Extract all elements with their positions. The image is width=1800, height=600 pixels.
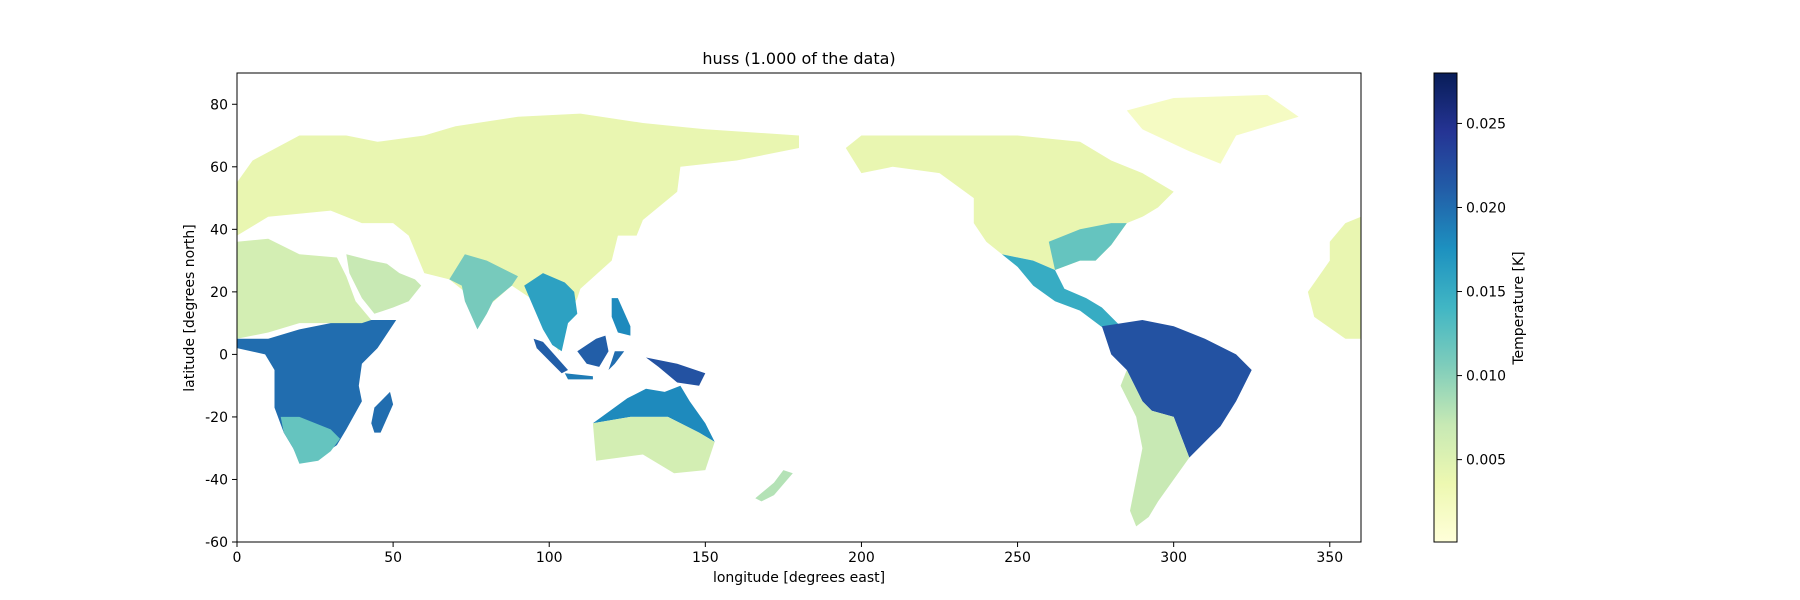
heatmap-region-3 bbox=[237, 320, 397, 461]
plot-frame bbox=[236, 72, 1362, 543]
heatmap-region-15 bbox=[592, 416, 715, 474]
heatmap-region-9 bbox=[577, 335, 609, 367]
colorbar-ticks: 0.005 0.010 0.015 0.020 0.025 bbox=[1457, 116, 1506, 469]
x-tick-label: 150 bbox=[692, 550, 719, 566]
heatmap-region-12 bbox=[611, 298, 631, 336]
heatmap-region-10 bbox=[564, 373, 593, 380]
heatmap-region-11 bbox=[608, 351, 625, 370]
x-tick-label: 200 bbox=[848, 550, 875, 566]
heatmap-region-16 bbox=[755, 470, 793, 502]
x-tick-label: 0 bbox=[233, 550, 242, 566]
colorbar-label: Temperature [K] bbox=[1511, 251, 1527, 365]
y-tick-label: 40 bbox=[210, 222, 228, 238]
heatmap-region-2 bbox=[237, 238, 397, 339]
heatmap-region-22 bbox=[1120, 370, 1190, 527]
heatmap-region-14 bbox=[592, 385, 715, 442]
colorbar-tick-label: 0.010 bbox=[1466, 369, 1506, 385]
heatmap-region-13 bbox=[646, 357, 706, 386]
y-tick-label: -40 bbox=[205, 472, 228, 488]
x-tick-label: 300 bbox=[1160, 550, 1187, 566]
colorbar-tick-label: 0.005 bbox=[1466, 453, 1506, 469]
y-tick-label: -60 bbox=[205, 535, 228, 551]
x-tick-label: 250 bbox=[1004, 550, 1031, 566]
y-axis-ticks: 80 60 40 20 0 -20 -40 -60 bbox=[205, 97, 237, 551]
y-tick-label: 60 bbox=[210, 160, 228, 176]
heatmap-region-8 bbox=[533, 338, 568, 374]
y-tick-label: 20 bbox=[210, 285, 228, 301]
x-axis-label: longitude [degrees east] bbox=[713, 570, 885, 586]
colorbar bbox=[1433, 72, 1458, 543]
colorbar-tick-label: 0.025 bbox=[1466, 116, 1506, 132]
y-tick-label: 0 bbox=[219, 347, 228, 363]
y-tick-label: -20 bbox=[205, 410, 228, 426]
heatmap-region-20 bbox=[1126, 94, 1299, 164]
heatmap-region-0 bbox=[237, 113, 799, 352]
heatmap-region-7 bbox=[524, 273, 578, 352]
x-tick-label: 100 bbox=[536, 550, 563, 566]
colorbar-tick-label: 0.015 bbox=[1466, 285, 1506, 301]
x-tick-label: 50 bbox=[384, 550, 402, 566]
heatmap-region-4 bbox=[280, 416, 340, 464]
heatmap-region-6 bbox=[449, 254, 518, 330]
y-axis-label: latitude [degrees north] bbox=[182, 224, 198, 391]
chart-title: huss (1.000 of the data) bbox=[702, 49, 895, 68]
heatmap-region-18 bbox=[1048, 223, 1127, 270]
heatmap-region-23 bbox=[1307, 216, 1361, 339]
heatmap-regions bbox=[237, 94, 1361, 527]
heatmap-region-19 bbox=[1001, 254, 1121, 330]
colorbar-tick-label: 0.020 bbox=[1466, 200, 1506, 216]
heatmap-region-21 bbox=[1101, 320, 1252, 458]
x-tick-label: 350 bbox=[1316, 550, 1343, 566]
x-axis-ticks: 0 50 100 150 200 250 300 350 bbox=[233, 542, 1343, 566]
y-tick-label: 80 bbox=[210, 97, 228, 113]
heatmap-region-1 bbox=[346, 254, 422, 314]
heatmap-region-5 bbox=[371, 391, 394, 433]
